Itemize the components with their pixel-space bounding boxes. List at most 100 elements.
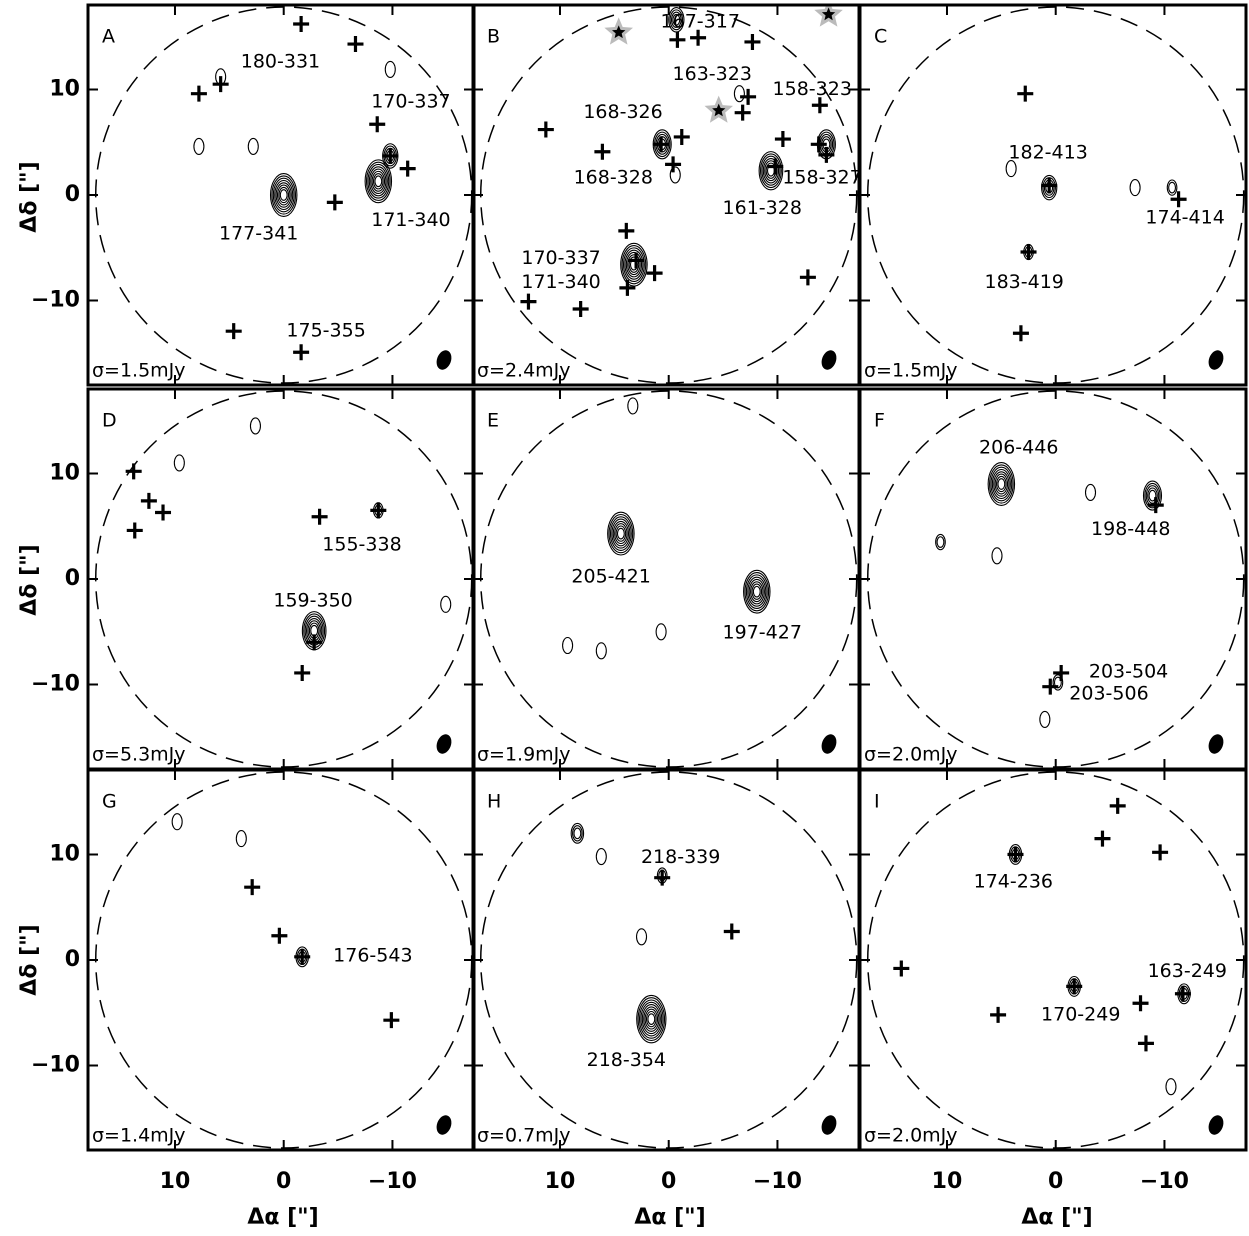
cross [347,36,363,52]
cross [669,32,685,48]
cross [369,116,385,132]
cross [1013,325,1029,341]
contour-source [172,814,182,830]
contour-source [596,643,606,659]
x-axis-label: Δα ["] [247,1205,318,1230]
panel: 218-339 218-354 Hσ=0.7mJy [473,770,859,1150]
contour-source [637,995,666,1042]
y-axis-label: Δδ ["] [17,544,42,615]
cross [573,301,589,317]
panel-letter: H [487,791,501,813]
figure: Δα ["] Δα ["] Δα ["] Δδ ["] Δδ ["] Δδ ["… [0,0,1249,1236]
contour [1040,711,1050,727]
cross [141,493,157,509]
beam [819,1113,839,1137]
panel-letter: D [102,410,117,432]
source-label: 161-328 [723,197,802,219]
source-label: 155-338 [322,534,401,556]
source-label: 158-323 [773,78,852,100]
cross [800,269,816,285]
source-label: 218-339 [641,846,720,868]
contour [174,455,184,471]
panel-letter: E [487,410,499,432]
panel: 182-413174-414183-419Cσ=1.5mJy [860,5,1246,385]
contour [622,246,646,284]
source-label: 218-354 [587,1049,666,1071]
cross [327,194,343,210]
x-tick-label: 0 [276,1169,291,1194]
contour-source [1166,1079,1176,1095]
cross [1021,244,1037,260]
sigma-label: σ=1.5mJy [92,360,186,382]
cross [674,129,690,145]
cross [893,960,909,976]
contour-source [250,418,260,434]
contour-source [936,534,946,549]
cross [724,924,740,940]
cross [1138,1035,1154,1051]
contour [759,152,783,190]
panel: 176-543Gσ=1.4mJy [88,770,474,1150]
contour [648,1014,655,1025]
cross [226,323,242,339]
field-circle [481,772,857,1148]
panel-content [481,772,857,1148]
source-label: 174-414 [1145,207,1224,229]
x-tick-label: 0 [1048,1169,1063,1194]
beam [1206,732,1226,756]
beam [434,1113,454,1137]
source-label: 203-506 [1069,683,1148,705]
contour-source [656,624,666,640]
cross [1017,86,1033,102]
cross [213,76,229,92]
cross [744,34,760,50]
y-tick-label: 0 [65,947,80,972]
contour [640,1000,664,1038]
contour [609,515,633,553]
cross [127,522,143,538]
cross [383,1012,399,1028]
cross [990,1007,1006,1023]
x-tick-label: 10 [932,1169,963,1194]
sigma-label: σ=1.5mJy [864,360,958,382]
source-label: 171-340 [521,271,600,293]
contour [998,479,1005,490]
contour [628,398,638,414]
panel-letter: A [102,26,115,48]
x-tick-label: 10 [160,1169,191,1194]
sigma-label: σ=0.7mJy [477,1125,571,1147]
contour [637,929,647,945]
contour-source [988,463,1014,506]
y-axis-label: Δδ ["] [17,161,42,232]
contour [248,138,258,154]
cross [735,105,751,121]
contour-source [236,831,246,847]
panel-content [96,772,472,1148]
y-tick-label: 0 [65,182,80,207]
contour-source [1086,484,1096,500]
contour-source [628,398,638,414]
contour-source [992,548,1002,564]
page: Δα ["] Δα ["] Δα ["] Δδ ["] Δδ ["] Δδ ["… [0,0,1249,1236]
contour [656,624,666,640]
x-axis-label: Δα ["] [1021,1205,1092,1230]
contour [596,849,606,865]
contour-source [385,61,395,77]
contour [563,638,573,654]
panel-letter: B [487,26,500,48]
cross [619,280,635,296]
source-label: 176-543 [333,944,412,966]
contour-source [571,823,583,843]
contour-source [563,638,573,654]
panel-letter: C [874,26,887,48]
source-label: 170-337 [521,247,600,269]
contour-source [596,849,606,865]
y-tick-label: −10 [31,672,80,697]
cross [293,16,309,32]
source-label: 182-413 [1008,141,1087,163]
sigma-label: σ=2.0mJy [864,744,958,766]
cross [647,265,663,281]
contour [937,537,944,548]
source-label: 171-340 [371,209,450,231]
contour [441,596,451,612]
